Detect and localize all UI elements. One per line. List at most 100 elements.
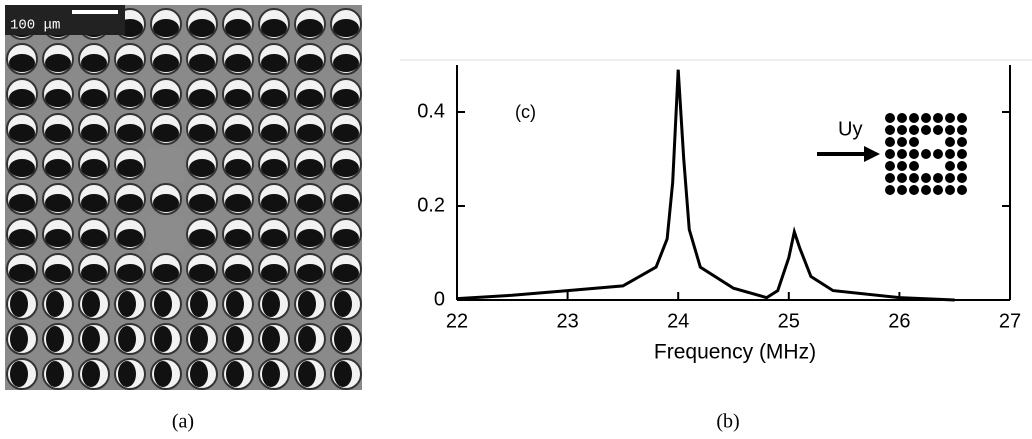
pillar-shadow <box>297 194 323 212</box>
inset-dot <box>897 113 907 123</box>
pillar-shadow <box>333 159 359 177</box>
inset-dot <box>933 185 943 195</box>
pillar-shadow <box>261 19 287 37</box>
pillar-shadow <box>225 19 251 37</box>
pillar-shadow <box>298 361 316 387</box>
pillar-shadow <box>298 326 316 352</box>
pillar-shadow <box>81 89 107 107</box>
inset-dot <box>945 137 955 147</box>
x-tick-label: 22 <box>446 310 468 332</box>
inset-dot <box>957 161 967 171</box>
pillar-shadow <box>45 124 71 142</box>
inset-dot <box>885 125 895 135</box>
pillar-shadow <box>189 124 215 142</box>
pillar-shadow <box>334 291 352 317</box>
inset-dot <box>921 185 931 195</box>
pillar-shadow <box>334 326 352 352</box>
inset-dot <box>885 149 895 159</box>
pillar-shadow <box>333 89 359 107</box>
pillar-shadow <box>334 361 352 387</box>
pillar-shadow <box>45 89 71 107</box>
pillar-shadow <box>190 361 208 387</box>
pillar-shadow <box>261 264 287 282</box>
x-tick-label: 25 <box>778 310 800 332</box>
pillar-shadow <box>153 264 179 282</box>
inset-label: Uy <box>838 118 862 140</box>
pillar-shadow <box>153 124 179 142</box>
pillar-shadow <box>297 229 323 247</box>
pillar-shadow <box>154 361 172 387</box>
scale-label: 100 μm <box>10 18 60 34</box>
pillar-shadow <box>45 159 71 177</box>
pillar-shadow <box>297 19 323 37</box>
pillar-shadow <box>9 194 35 212</box>
pillar-shadow <box>81 264 107 282</box>
pillar-shadow <box>333 264 359 282</box>
inset-dot <box>957 125 967 135</box>
pillar-shadow <box>190 291 208 317</box>
pillar-shadow <box>154 291 172 317</box>
pillar-shadow <box>297 89 323 107</box>
pillar-shadow <box>117 54 143 72</box>
pillar-shadow <box>261 159 287 177</box>
inset-dot <box>897 125 907 135</box>
pillar-shadow <box>117 124 143 142</box>
caption: (b) <box>716 411 739 433</box>
inset-dot <box>909 173 919 183</box>
pillar-shadow <box>82 361 100 387</box>
pillar-shadow <box>297 264 323 282</box>
inset-dot <box>957 113 967 123</box>
pillar-shadow <box>226 361 244 387</box>
pillar-shadow <box>9 124 35 142</box>
spectrum-line <box>456 69 955 302</box>
micrograph <box>5 5 362 390</box>
inset-dot <box>957 185 967 195</box>
inset-dot <box>921 113 931 123</box>
pillar-shadow <box>189 229 215 247</box>
inset-dot <box>933 113 943 123</box>
pillar-shadow <box>225 264 251 282</box>
pillar-shadow <box>333 229 359 247</box>
inset-dot <box>957 149 967 159</box>
pillar-shadow <box>190 326 208 352</box>
pillar-shadow <box>118 361 136 387</box>
pillar-shadow <box>333 124 359 142</box>
inset-dot <box>945 113 955 123</box>
pillar-shadow <box>153 19 179 37</box>
pillar-shadow <box>82 326 100 352</box>
pillar-shadow <box>153 54 179 72</box>
pillar-shadow <box>225 229 251 247</box>
pillar-shadow <box>225 194 251 212</box>
inset-dot <box>885 161 895 171</box>
inset-dot <box>885 185 895 195</box>
pillar-shadow <box>297 54 323 72</box>
pillar-shadow <box>226 326 244 352</box>
pillar-shadow <box>117 264 143 282</box>
pillar-shadow <box>46 291 64 317</box>
pillar-shadow <box>225 89 251 107</box>
inset-dot <box>945 149 955 159</box>
inset-dot <box>933 173 943 183</box>
pillar-shadow <box>262 291 280 317</box>
x-tick-label: 24 <box>667 310 689 332</box>
inset-dot <box>885 173 895 183</box>
pillar-shadow <box>10 291 28 317</box>
inset-dot <box>957 173 967 183</box>
pillar-shadow <box>261 229 287 247</box>
inset-arrowhead <box>864 146 880 162</box>
pillar-shadow <box>225 124 251 142</box>
pillar-shadow <box>9 89 35 107</box>
inset-dot <box>885 137 895 147</box>
inset-dot <box>957 137 967 147</box>
inset-dot <box>921 173 931 183</box>
inset-dot <box>897 149 907 159</box>
y-tick-label: 0 <box>434 288 445 310</box>
inset-dot <box>909 149 919 159</box>
inset-dot <box>945 161 955 171</box>
inset-dot <box>897 185 907 195</box>
pillar-shadow <box>118 326 136 352</box>
pillar-shadow <box>333 54 359 72</box>
pillar-shadow <box>81 124 107 142</box>
pillar-shadow <box>261 124 287 142</box>
